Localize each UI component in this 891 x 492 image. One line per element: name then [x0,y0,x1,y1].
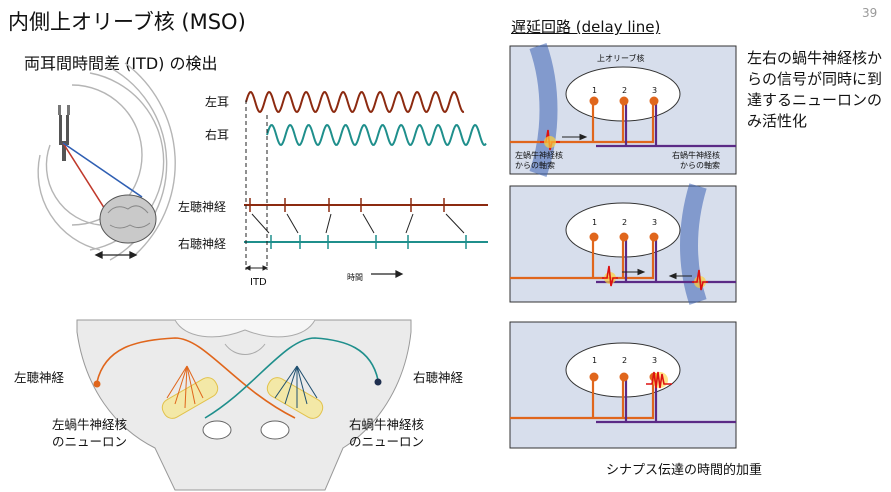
right-axon-2 [596,240,736,284]
left-ear-label: 左耳 [205,95,230,109]
neuron-number-3: 3 [652,86,658,95]
right-nucleus-label-line2: のニューロン [349,434,425,449]
right-auditory-nerve-path [204,337,379,419]
brainstem-right-nerve-label: 右聴神経 [413,370,464,385]
phase-link-line [445,213,465,234]
right-cochlear-nucleus [266,377,324,419]
left-signal-arrow-icon [622,268,646,276]
left-axon-1 [510,102,655,144]
right-nucleus-label-line1: 右蝸牛神経核 [349,417,425,432]
signal-direction-arrow-icon [562,133,588,141]
itd-bracket-icon [244,265,269,271]
left-ear-waveform [245,90,465,114]
left-nucleus-label: 左蝸牛神経核 のニューロン [52,416,127,450]
phase-link-line [362,213,375,234]
synaptic-summation-caption: シナプス伝達の時間的加重 [606,463,763,478]
delay-line-heading: 遅延回路 (delay line) [511,18,661,36]
left-nerve-terminal-icon [93,380,101,388]
right-nerve-terminal-icon [374,378,382,386]
right-axon-1 [596,104,736,148]
left-axon-label-line2: からの軸索 [515,161,555,170]
superior-olive-icon [202,420,290,440]
itd-waveform-plot [244,90,488,278]
right-axon-label-line1: 右蝸牛神経核 [672,151,720,160]
right-auditory-nerve-label: 右聴神経 [178,237,227,251]
left-nucleus-label-line1: 左蝸牛神経核 [52,417,128,432]
phase-link-line [405,213,414,234]
itd-subtitle: 両耳間時間差 (ITD) の検出 [24,54,218,73]
head-movement-arrow-icon [94,250,138,260]
delay-line-panel-1 [509,43,737,177]
left-nucleus-label-line2: のニューロン [52,434,128,449]
panel-title-label: 上オリーブ核 [597,54,645,63]
neuron-number-2-panel2: 2 [622,218,628,227]
phase-link-line [325,213,332,234]
head-icon [99,194,157,244]
right-spike-icon [692,269,708,291]
time-axis-label: 時間 [347,273,363,282]
right-projection-fibers [274,365,318,408]
neuron-number-1-panel3: 1 [592,356,598,365]
left-cochlear-nucleus [161,377,219,419]
left-auditory-nerve-path [96,337,296,419]
phase-link-line [286,213,299,234]
brainstem-outline [76,319,412,491]
right-ear-label: 右耳 [205,128,230,142]
right-axon-label: 右蝸牛神経核 からの軸索 [672,151,720,171]
left-axon-label-line1: 左蝸牛神経核 [515,151,563,160]
brainstem-left-nerve-label: 左聴神経 [14,370,65,385]
neuron-number-2: 2 [622,86,628,95]
path-to-right-ear [62,142,143,198]
itd-label: ITD [250,277,267,288]
neuron-number-3-panel3: 3 [652,356,658,365]
left-axon-3 [510,378,655,420]
right-axon-label-line2: からの軸索 [680,161,720,170]
right-ear-waveform [266,123,487,147]
neuron-number-1: 1 [592,86,598,95]
side-note: 左右の蝸牛神経核からの信号が同時に到達するニューロンのみ活性化 [747,49,883,130]
neuron-number-1-panel2: 1 [592,218,598,227]
left-spike-icon [602,265,618,287]
left-projection-fibers [166,365,204,409]
neuron-number-2-panel3: 2 [622,356,628,365]
phase-link-line [251,213,270,234]
delay-line-panel-3 [509,321,737,449]
time-arrow-icon [371,270,404,278]
sound-source-figure [37,62,176,261]
summed-spike-icon [646,371,672,389]
left-auditory-nerve-label: 左聴神経 [178,200,227,214]
neuron-number-3-panel2: 3 [652,218,658,227]
right-nucleus-label: 右蝸牛神経核 のニューロン [349,416,424,450]
left-axon-label: 左蝸牛神経核 からの軸索 [515,151,563,171]
delay-line-panel-2 [509,183,737,305]
right-signal-arrow-icon [668,272,692,280]
slide-title: 内側上オリーブ核 (MSO) [8,10,246,34]
brainstem-section-figure [76,319,412,491]
page-number: 39 [862,6,878,20]
